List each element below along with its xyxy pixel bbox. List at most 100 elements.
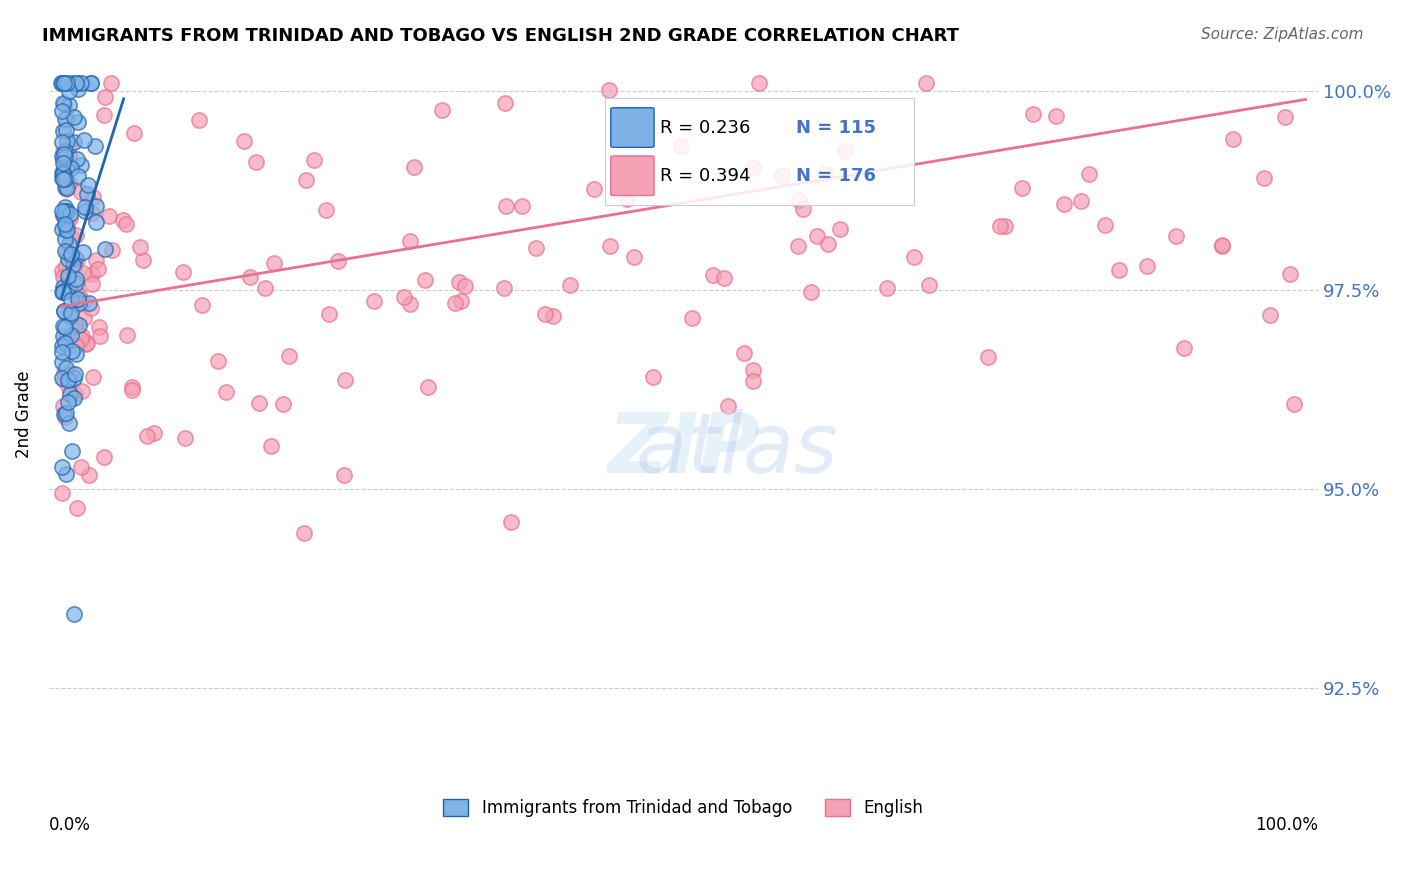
Point <box>55 410 77 425</box>
Point <box>60 246 83 260</box>
Point <box>52 280 75 294</box>
Point <box>245 155 267 169</box>
Point <box>53 147 76 161</box>
Point <box>55 123 77 137</box>
Point <box>60 444 83 458</box>
Point <box>55 172 77 186</box>
Point <box>79 296 101 310</box>
Point <box>124 126 146 140</box>
Point <box>67 169 90 184</box>
Point <box>131 252 153 267</box>
Point <box>69 459 91 474</box>
Point <box>112 213 135 227</box>
Point <box>63 110 86 124</box>
Point <box>51 344 73 359</box>
Point <box>494 95 516 110</box>
Point <box>55 77 77 91</box>
Point <box>60 366 83 380</box>
Point <box>51 486 73 500</box>
Point <box>495 199 517 213</box>
Point <box>62 371 84 385</box>
Point <box>814 167 837 181</box>
Point <box>1173 341 1195 355</box>
Point <box>51 171 73 186</box>
Point <box>58 372 80 386</box>
Point <box>55 336 77 351</box>
Point <box>51 172 73 186</box>
Point <box>62 334 84 349</box>
Point <box>52 407 75 421</box>
Point <box>76 178 98 193</box>
Point <box>56 340 79 354</box>
Point <box>65 77 87 91</box>
Point <box>499 515 522 529</box>
Point <box>66 292 89 306</box>
Point <box>80 301 103 315</box>
Point <box>747 77 769 91</box>
Text: 0.0%: 0.0% <box>49 816 91 834</box>
Point <box>66 114 89 128</box>
Point <box>741 161 763 175</box>
Point <box>73 310 96 325</box>
Point <box>58 138 80 153</box>
Point <box>65 285 87 299</box>
Point <box>681 310 703 325</box>
Point <box>207 354 229 368</box>
Point <box>53 219 76 233</box>
Point <box>70 158 93 172</box>
Point <box>60 343 83 358</box>
Point <box>326 254 349 268</box>
Point <box>295 172 318 186</box>
Point <box>51 221 73 235</box>
Point <box>59 161 82 175</box>
Point <box>52 304 75 318</box>
Point <box>187 113 209 128</box>
Point <box>742 374 765 388</box>
Point <box>59 211 82 226</box>
Point <box>60 251 83 265</box>
Point <box>51 460 73 475</box>
Y-axis label: 2nd Grade: 2nd Grade <box>15 370 32 458</box>
Text: R = 0.394: R = 0.394 <box>661 168 751 186</box>
Point <box>101 243 124 257</box>
Point <box>55 259 77 273</box>
Point <box>55 407 77 421</box>
Point <box>1022 107 1045 121</box>
Text: Source: ZipAtlas.com: Source: ZipAtlas.com <box>1201 27 1364 42</box>
Point <box>100 77 122 91</box>
Point <box>292 526 315 541</box>
Point <box>52 285 75 299</box>
Point <box>52 209 75 223</box>
Point <box>1282 397 1305 411</box>
Point <box>55 467 77 481</box>
Point <box>51 263 73 277</box>
Point <box>73 133 96 147</box>
Point <box>263 256 285 270</box>
Text: atlas: atlas <box>530 409 838 490</box>
Point <box>72 329 94 343</box>
Point <box>69 77 91 91</box>
Point <box>82 277 104 291</box>
Point <box>58 84 80 98</box>
Point <box>1274 110 1296 124</box>
Point <box>52 156 75 170</box>
Point <box>56 162 79 177</box>
Point <box>876 281 898 295</box>
Point <box>53 320 76 334</box>
Point <box>51 339 73 353</box>
Point <box>449 275 471 289</box>
Text: N = 176: N = 176 <box>796 168 876 186</box>
Point <box>976 350 998 364</box>
Point <box>52 77 75 91</box>
Point <box>51 370 73 384</box>
Point <box>58 176 80 190</box>
Point <box>215 384 238 399</box>
Point <box>82 370 104 384</box>
Point <box>93 450 115 464</box>
Point <box>56 223 79 237</box>
Point <box>70 332 93 346</box>
Point <box>669 139 692 153</box>
Point <box>63 391 86 405</box>
Point <box>77 468 100 483</box>
Point <box>143 425 166 440</box>
